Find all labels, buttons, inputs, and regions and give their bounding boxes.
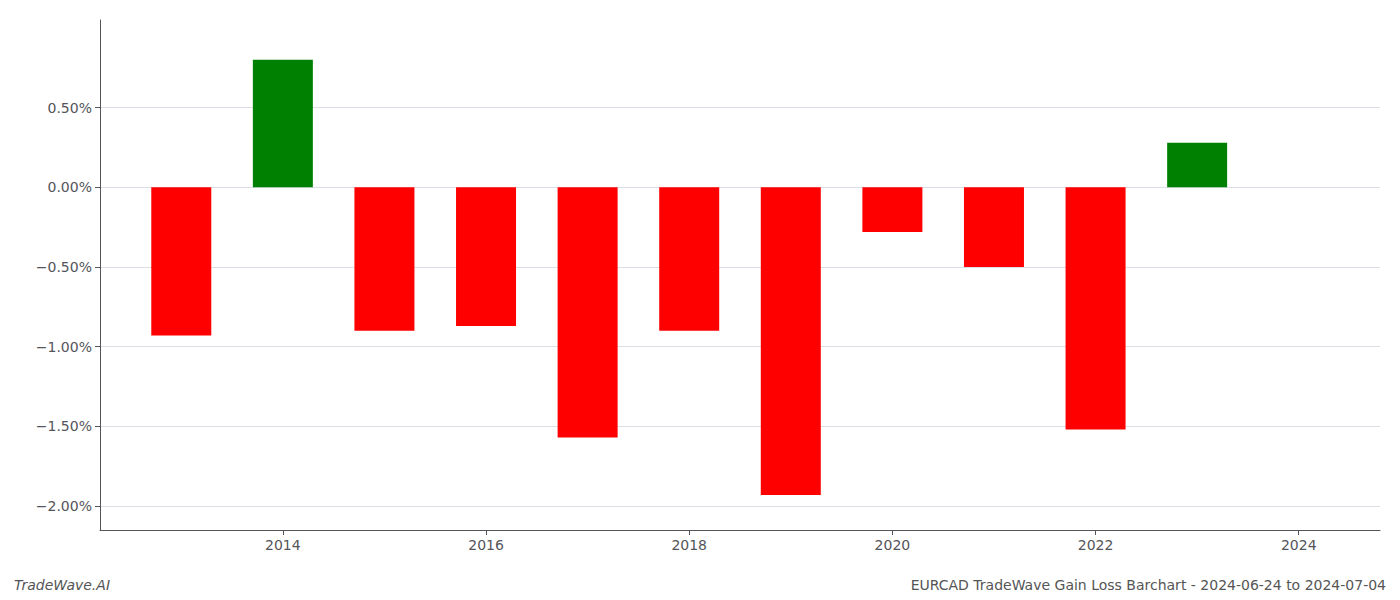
svg-text:2020: 2020 [875, 537, 911, 553]
svg-text:2014: 2014 [265, 537, 301, 553]
svg-text:−2.00%: −2.00% [36, 498, 92, 514]
svg-text:2018: 2018 [671, 537, 707, 553]
svg-text:0.50%: 0.50% [48, 100, 92, 116]
svg-text:EURCAD TradeWave Gain Loss Bar: EURCAD TradeWave Gain Loss Barchart - 20… [911, 577, 1386, 593]
svg-text:2016: 2016 [468, 537, 504, 553]
svg-text:0.00%: 0.00% [48, 179, 92, 195]
svg-text:TradeWave.AI: TradeWave.AI [14, 577, 110, 593]
svg-text:2024: 2024 [1281, 537, 1317, 553]
svg-text:−0.50%: −0.50% [36, 259, 92, 275]
svg-text:−1.00%: −1.00% [36, 339, 92, 355]
svg-text:2022: 2022 [1078, 537, 1114, 553]
svg-text:−1.50%: −1.50% [36, 418, 92, 434]
